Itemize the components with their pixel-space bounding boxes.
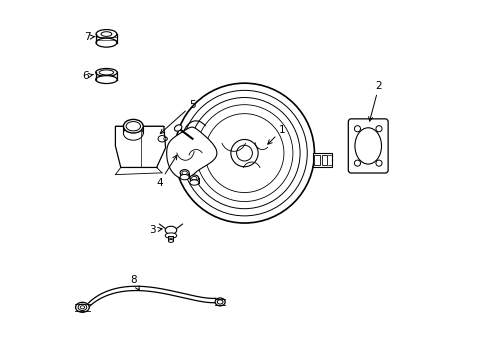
- Polygon shape: [115, 126, 165, 167]
- Ellipse shape: [165, 226, 176, 234]
- Circle shape: [174, 83, 314, 223]
- Circle shape: [230, 139, 258, 167]
- FancyBboxPatch shape: [347, 119, 387, 173]
- Ellipse shape: [96, 68, 117, 76]
- Text: 1: 1: [267, 125, 285, 144]
- Ellipse shape: [180, 170, 189, 176]
- Ellipse shape: [189, 175, 198, 181]
- Text: 5: 5: [160, 100, 195, 134]
- Ellipse shape: [158, 135, 165, 142]
- Ellipse shape: [189, 180, 198, 185]
- Ellipse shape: [76, 302, 89, 312]
- Ellipse shape: [96, 30, 117, 39]
- Text: 3: 3: [149, 225, 162, 235]
- Text: 7: 7: [84, 32, 95, 42]
- Ellipse shape: [96, 76, 117, 84]
- Bar: [314, 155, 319, 165]
- Ellipse shape: [180, 175, 189, 180]
- Text: 8: 8: [130, 275, 139, 291]
- Ellipse shape: [123, 120, 143, 133]
- Ellipse shape: [168, 239, 173, 242]
- Ellipse shape: [215, 298, 224, 306]
- Text: 2: 2: [368, 81, 382, 121]
- Bar: [321, 155, 326, 165]
- Bar: [312, 153, 332, 167]
- Ellipse shape: [165, 233, 176, 238]
- Ellipse shape: [96, 38, 117, 47]
- Polygon shape: [166, 127, 217, 179]
- Ellipse shape: [174, 125, 182, 131]
- Text: 6: 6: [82, 71, 93, 81]
- Text: 4: 4: [156, 155, 177, 188]
- Ellipse shape: [123, 127, 143, 140]
